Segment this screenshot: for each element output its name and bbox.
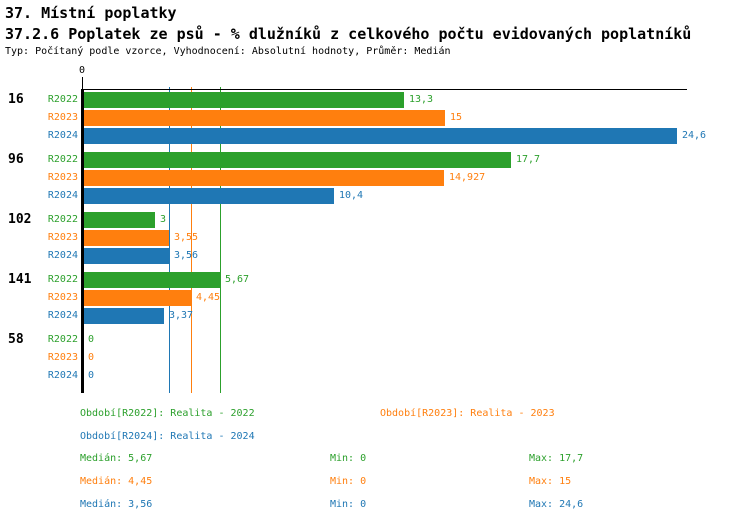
series-row-label: R2024 <box>47 130 78 141</box>
bar-value-label: 5,67 <box>225 274 250 285</box>
bar-value-label: 3,37 <box>169 310 194 321</box>
bar-R2023-102 <box>83 230 169 246</box>
median-line-R2022 <box>220 87 221 393</box>
legend-item-r2024: Období[R2024]: Realita - 2024 <box>80 431 255 442</box>
stat-min: Min: 0 <box>330 453 367 464</box>
stat-median: Medián: 5,67 <box>80 453 153 464</box>
bar-R2024-16 <box>83 128 677 144</box>
bar-value-label: 10,4 <box>339 190 364 201</box>
series-row-label: R2022 <box>47 94 78 105</box>
bar-value-label: 0 <box>88 334 95 345</box>
bar-value-label: 3,56 <box>174 250 199 261</box>
series-row-label: R2023 <box>47 232 78 243</box>
series-row-label: R2022 <box>47 214 78 225</box>
series-row-label: R2022 <box>47 334 78 345</box>
series-row-label: R2024 <box>47 310 78 321</box>
bar-value-label: 0 <box>88 352 95 363</box>
bar-value-label: 14,927 <box>449 172 486 183</box>
axis-origin-tick <box>82 77 83 89</box>
axis-origin-label: 0 <box>78 65 86 76</box>
x-axis-line <box>83 89 687 90</box>
bar-R2022-102 <box>83 212 155 228</box>
series-row-label: R2023 <box>47 112 78 123</box>
stat-min: Min: 0 <box>330 499 367 510</box>
bar-R2022-96 <box>83 152 511 168</box>
series-row-label: R2024 <box>47 370 78 381</box>
series-row-label: R2023 <box>47 352 78 363</box>
bar-value-label: 3,55 <box>174 232 199 243</box>
bar-R2023-96 <box>83 170 444 186</box>
stat-median: Medián: 3,56 <box>80 499 153 510</box>
series-row-label: R2022 <box>47 274 78 285</box>
bar-R2022-141 <box>83 272 220 288</box>
median-line-R2023 <box>191 87 192 393</box>
series-row-label: R2024 <box>47 190 78 201</box>
stat-median: Medián: 4,45 <box>80 476 153 487</box>
bar-R2024-141 <box>83 308 164 324</box>
stat-max: Max: 17,7 <box>529 453 584 464</box>
bar-R2022-16 <box>83 92 404 108</box>
page-title: 37. Místní poplatky <box>5 4 177 22</box>
series-row-label: R2022 <box>47 154 78 165</box>
category-label: 58 <box>8 332 24 347</box>
stat-min: Min: 0 <box>330 476 367 487</box>
series-row-label: R2024 <box>47 250 78 261</box>
category-label: 16 <box>8 92 24 107</box>
bar-R2023-141 <box>83 290 191 306</box>
category-label: 102 <box>8 212 32 227</box>
bar-R2024-102 <box>83 248 169 264</box>
series-row-label: R2023 <box>47 172 78 183</box>
bar-value-label: 13,3 <box>409 94 434 105</box>
chart-title: 37.2.6 Poplatek ze psů - % dlužníků z ce… <box>5 25 692 43</box>
bar-value-label: 4,45 <box>196 292 221 303</box>
bar-value-label: 0 <box>88 370 95 381</box>
median-line-R2024 <box>169 87 170 393</box>
category-label: 96 <box>8 152 24 167</box>
category-label: 141 <box>8 272 32 287</box>
bar-R2023-16 <box>83 110 445 126</box>
legend-item-r2022: Období[R2022]: Realita - 2022 <box>80 408 255 419</box>
bar-value-label: 17,7 <box>516 154 541 165</box>
y-axis-line <box>81 89 84 393</box>
bar-value-label: 15 <box>450 112 463 123</box>
bar-R2024-96 <box>83 188 334 204</box>
bar-value-label: 3 <box>160 214 167 225</box>
chart-meta-line: Typ: Počítaný podle vzorce, Vyhodnocení:… <box>5 46 451 57</box>
stat-max: Max: 24,6 <box>529 499 584 510</box>
bar-value-label: 24,6 <box>682 130 707 141</box>
stat-max: Max: 15 <box>529 476 572 487</box>
series-row-label: R2023 <box>47 292 78 303</box>
legend-item-r2023: Období[R2023]: Realita - 2023 <box>380 408 555 419</box>
